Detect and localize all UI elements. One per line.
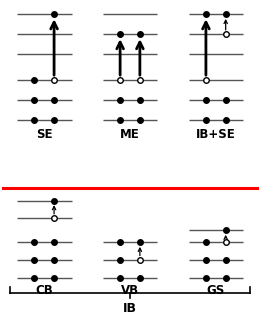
Text: GS: GS — [207, 284, 225, 297]
Text: ME: ME — [120, 128, 140, 141]
Text: IB+SE: IB+SE — [196, 128, 236, 141]
Text: VB: VB — [121, 284, 139, 297]
Text: SE: SE — [36, 128, 53, 141]
Text: IB: IB — [123, 302, 137, 315]
Text: CB: CB — [35, 284, 53, 297]
